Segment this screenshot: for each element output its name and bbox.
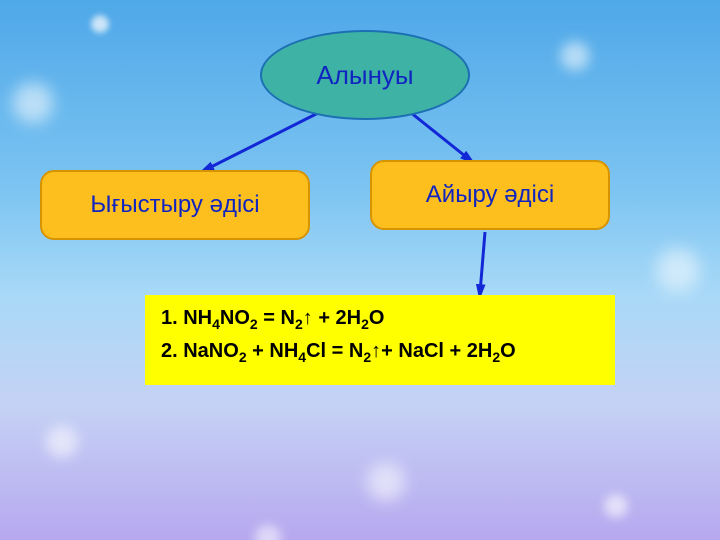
subscript: 2 <box>295 316 303 332</box>
node-label: Алынуы <box>316 60 413 91</box>
connector-arrow <box>205 112 320 170</box>
node-label: Ығыстыру әдісі <box>90 191 259 219</box>
bokeh-light <box>250 520 286 540</box>
subscript: 4 <box>212 316 220 332</box>
equation-text: ↑+ NaCl + 2H <box>371 340 492 362</box>
subscript: 2 <box>361 316 369 332</box>
node-label: Айыру әдісі <box>426 181 554 209</box>
bokeh-light <box>88 12 112 36</box>
subscript: 2 <box>250 316 258 332</box>
bokeh-light <box>360 456 412 508</box>
equation-text: NO <box>220 307 250 329</box>
equation-text: = N <box>258 307 295 329</box>
equation-text: O <box>369 307 385 329</box>
equation-text: ↑ + 2H <box>303 307 361 329</box>
equation-text: O <box>500 340 516 362</box>
equation-text: Cl = N <box>306 340 363 362</box>
slide-stage: АлынуыЫғыстыру әдісіАйыру әдісі1. NH4NO2… <box>0 0 720 540</box>
subscript: 2 <box>239 349 247 365</box>
equation-line: 2. NaNO2 + NH4Cl = N2↑+ NaCl + 2H2O <box>161 340 599 365</box>
bokeh-light <box>5 75 61 131</box>
connector-arrow <box>480 232 485 293</box>
equation-line: 1. NH4NO2 = N2↑ + 2H2O <box>161 307 599 332</box>
equation-text: 2. NaNO <box>161 340 239 362</box>
connector-arrow <box>410 112 470 160</box>
equation-text: + NH <box>247 340 299 362</box>
subscript: 2 <box>363 349 371 365</box>
node-left: Ығыстыру әдісі <box>40 170 310 240</box>
subscript: 2 <box>492 349 500 365</box>
bokeh-light <box>555 36 595 76</box>
bokeh-light <box>600 490 632 522</box>
subscript: 4 <box>298 349 306 365</box>
node-root: Алынуы <box>260 30 470 120</box>
equations-box: 1. NH4NO2 = N2↑ + 2H2O2. NaNO2 + NH4Cl =… <box>145 295 615 385</box>
node-right: Айыру әдісі <box>370 160 610 230</box>
bokeh-light <box>648 240 708 300</box>
equation-text: 1. NH <box>161 307 212 329</box>
bokeh-light <box>40 420 84 464</box>
